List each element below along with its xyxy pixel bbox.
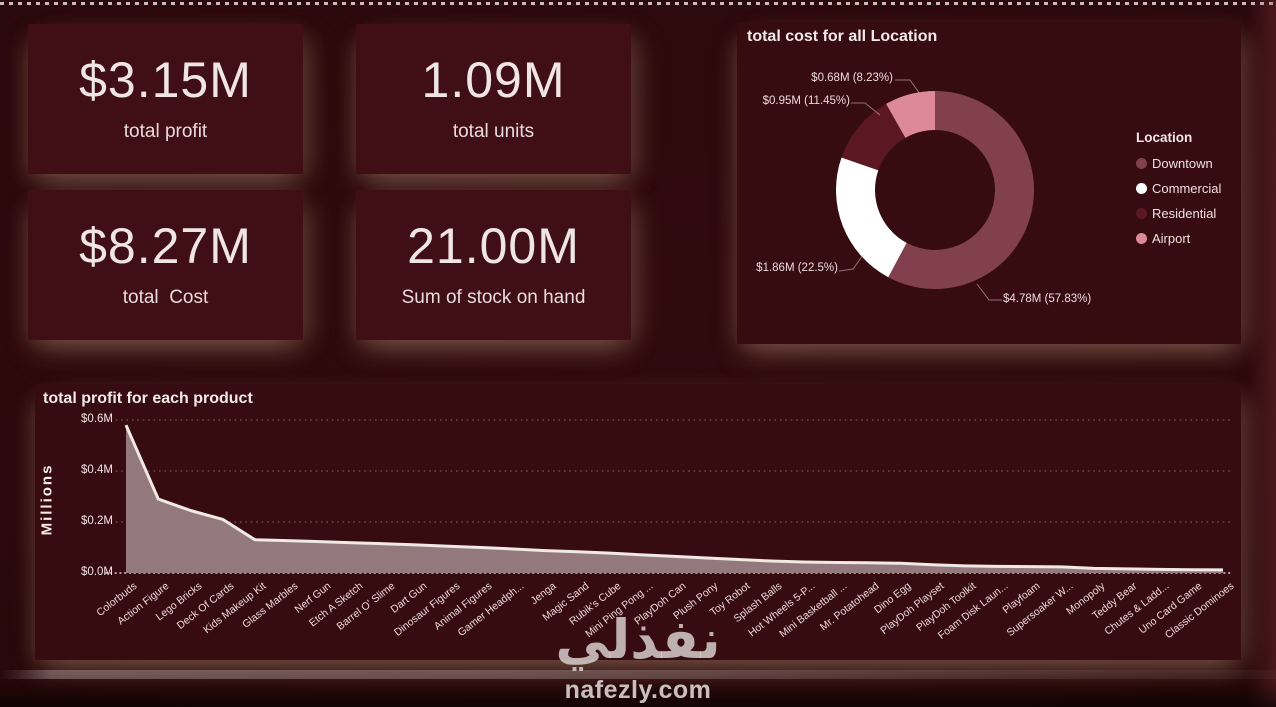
donut-chart-card[interactable]: total cost for all Location $4.78M (57.8… <box>737 22 1241 344</box>
legend-label: Commercial <box>1152 181 1222 196</box>
kpi-card-total-cost: $8.27M total Cost <box>28 190 303 340</box>
legend-label: Residential <box>1152 206 1217 221</box>
watermark-site-url: nafezly.com <box>564 676 712 704</box>
kpi-label-stock-on-hand: Sum of stock on hand <box>401 287 586 308</box>
legend-swatch-residential <box>1136 208 1147 219</box>
donut-label-leader-line <box>838 254 864 272</box>
area-chart-plot[interactable] <box>35 384 1241 660</box>
legend-swatch-commercial <box>1136 183 1147 194</box>
kpi-label-total-units: total units <box>452 121 535 142</box>
donut-chart[interactable] <box>737 22 1241 344</box>
kpi-card-total-profit: $3.15M total profit <box>28 24 303 174</box>
donut-data-label-residential: $0.95M (11.45%) <box>762 95 850 107</box>
legend-item-residential[interactable]: Residential <box>1136 201 1221 226</box>
kpi-value-total-units: 1.09M <box>421 52 566 108</box>
donut-data-label-commercial: $1.86M (22.5%) <box>756 262 838 274</box>
y-tick-label: $0.4M <box>81 464 113 476</box>
donut-slice-residential[interactable] <box>841 103 906 171</box>
watermark-arabic-logo: نفذلي <box>555 608 721 671</box>
kpi-value-total-cost: $8.27M <box>79 218 252 274</box>
legend-title: Location <box>1136 130 1193 145</box>
kpi-value-stock-on-hand: 21.00M <box>407 218 580 274</box>
watermark-band <box>0 670 1276 679</box>
area-series-fill[interactable] <box>126 425 1223 573</box>
y-tick-label: $0.2M <box>81 515 113 527</box>
area-chart-title: total profit for each product <box>43 390 253 407</box>
legend-item-airport[interactable]: Airport <box>1136 226 1221 251</box>
legend-label: Airport <box>1152 231 1191 246</box>
kpi-card-total-units: 1.09M total units <box>356 24 631 174</box>
y-tick-label: $0.6M <box>81 413 113 425</box>
kpi-card-stock-on-hand: 21.00M Sum of stock on hand <box>356 190 631 340</box>
donut-label-leader-line <box>851 102 881 116</box>
donut-legend: Location Downtown Commercial Residential Ai… <box>1136 130 1221 251</box>
kpi-value-total-profit: $3.15M <box>79 52 252 108</box>
donut-data-label-airport: $0.68M (8.23%) <box>811 72 893 84</box>
legend-item-commercial[interactable]: Commercial <box>1136 176 1221 201</box>
legend-label: Downtown <box>1152 156 1213 171</box>
donut-label-leader-line <box>895 79 921 95</box>
donut-chart-title: total cost for all Location <box>747 28 938 45</box>
page-top-dotted-border <box>0 2 1276 5</box>
kpi-label-total-profit: total profit <box>123 121 208 142</box>
kpi-label-total-cost: total Cost <box>122 287 209 308</box>
donut-slice-airport[interactable] <box>886 91 936 138</box>
legend-swatch-downtown <box>1136 158 1147 169</box>
donut-slice-downtown[interactable] <box>888 91 1034 289</box>
area-chart-card[interactable]: total profit for each product Millions $… <box>35 384 1241 660</box>
donut-slice-commercial[interactable] <box>836 157 907 278</box>
area-series-line <box>124 424 1224 572</box>
donut-label-leader-line <box>976 283 1002 301</box>
y-tick-label: $0.0M <box>81 566 113 578</box>
donut-data-label-downtown: $4.78M (57.83%) <box>1003 293 1092 305</box>
legend-item-downtown[interactable]: Downtown <box>1136 151 1221 176</box>
legend-swatch-airport <box>1136 233 1147 244</box>
